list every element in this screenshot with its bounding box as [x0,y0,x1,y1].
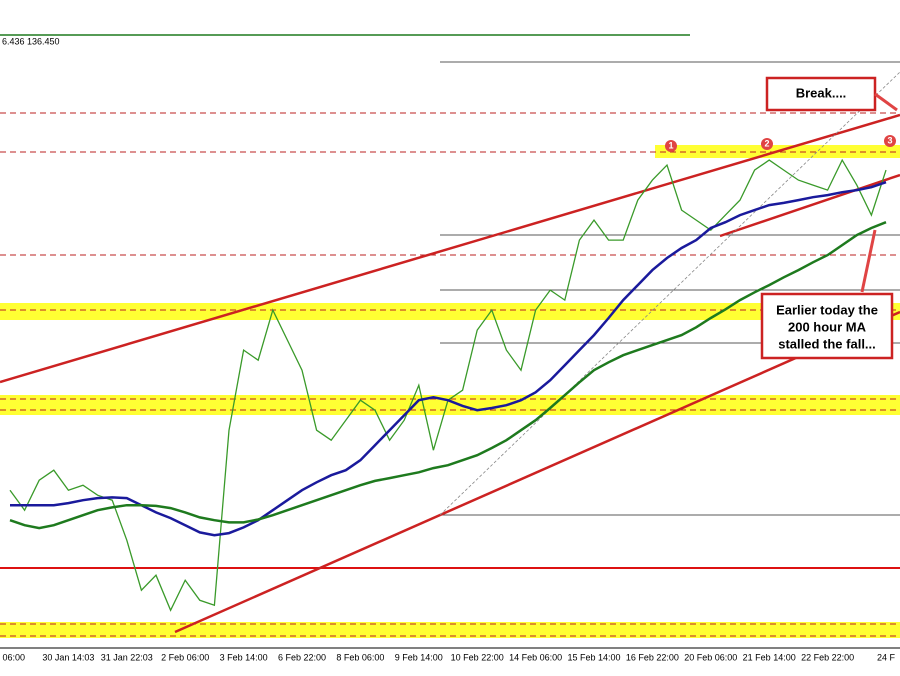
x-tick-label: 8 Feb 06:00 [336,652,384,662]
x-tick-label: 14 Feb 06:00 [509,652,562,662]
x-tick-label: 24 F [877,652,896,662]
x-tick-label: 21 Feb 14:00 [743,652,796,662]
annotation-ma: Earlier today the 200 hour MA stalled th… [760,229,894,360]
series-line [10,181,887,537]
x-tick-label: 3 Feb 14:00 [220,652,268,662]
x-tick-label: 16 Feb 22:00 [626,652,679,662]
series-line [9,221,887,530]
annotation-text: Earlier today the [776,302,878,317]
dashed-levels [0,112,900,637]
annotation-text: stalled the fall... [778,336,876,351]
trendlines [0,71,900,634]
x-tick-label: 10 Feb 22:00 [451,652,504,662]
x-tick-label: 2 Feb 06:00 [161,652,209,662]
x-tick-label: 20 Feb 06:00 [684,652,737,662]
marker-label: 1 [668,140,673,150]
zone [0,622,900,638]
x-tick-label: 30 Jan 14:03 [42,652,94,662]
x-tick-label: 6 Feb 22:00 [278,652,326,662]
marker-label: 2 [764,138,769,148]
annotation-break: Break.... [765,76,898,112]
header-text: 6.436 136.450 [2,36,60,46]
x-tick-label: 31 Jan 22:03 [101,652,153,662]
annotation-text: 200 hour MA [788,319,867,334]
x-tick-label: n 06:00 [0,652,25,662]
gray-levels [440,61,900,516]
x-tick-label: 9 Feb 14:00 [395,652,443,662]
x-tick-label: 15 Feb 14:00 [567,652,620,662]
markers: 1 2 3 [665,135,896,152]
plot [9,158,887,612]
x-labels: n 06:00 30 Jan 14:03 31 Jan 22:03 2 Feb 06:… [0,652,896,662]
zone [0,395,900,415]
marker-label: 3 [887,135,892,145]
series-line [9,158,887,612]
annotation-text: Break.... [796,85,847,100]
x-tick-label: 22 Feb 22:00 [801,652,854,662]
